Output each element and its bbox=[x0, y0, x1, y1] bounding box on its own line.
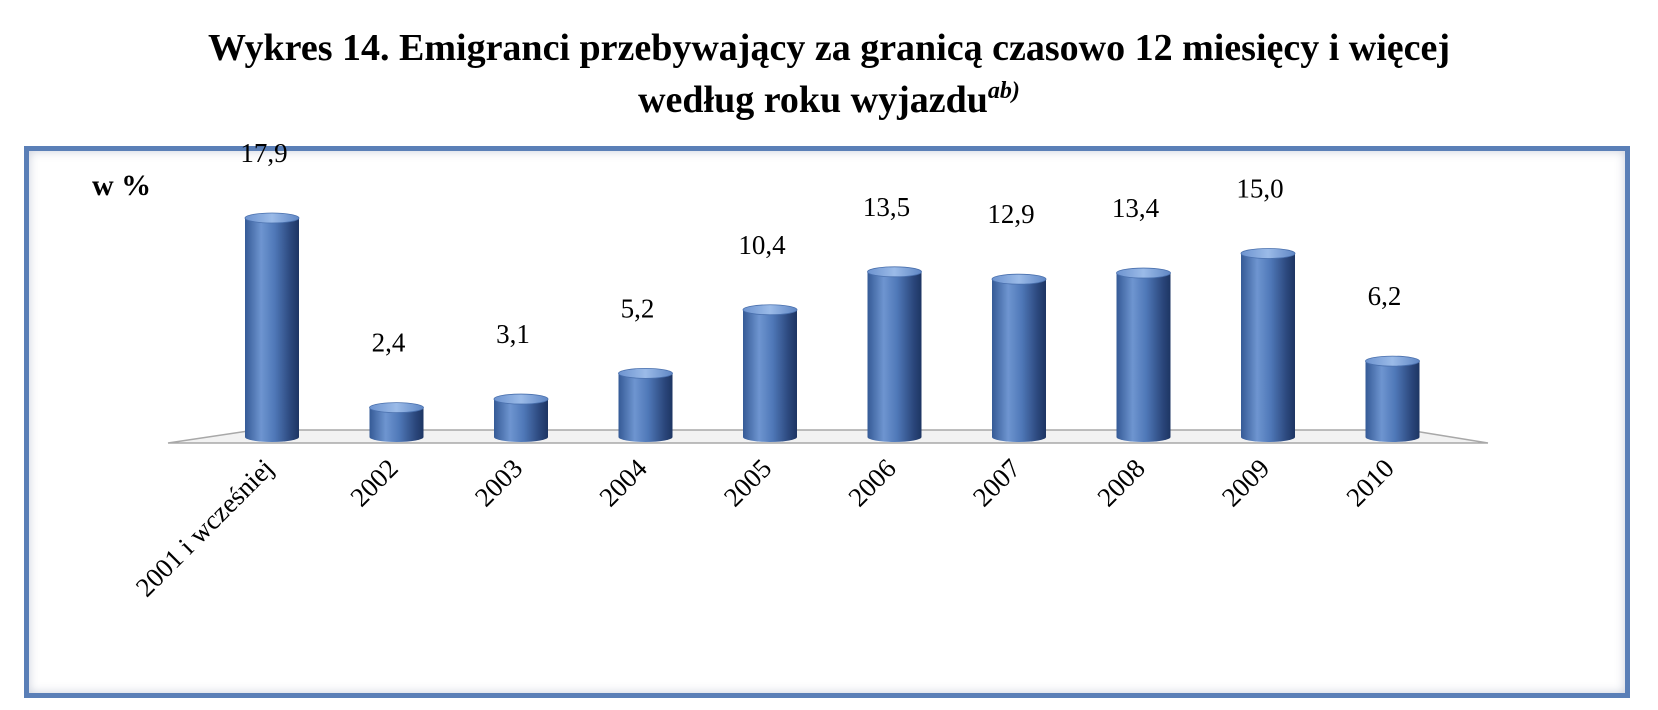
bar-2003 bbox=[493, 393, 549, 442]
bar-2006 bbox=[867, 266, 922, 442]
value-label: 12,9 bbox=[987, 199, 1034, 229]
bar-body bbox=[494, 399, 548, 442]
bar-cap bbox=[369, 402, 424, 414]
bar-body bbox=[743, 309, 797, 442]
bar-cap bbox=[867, 266, 922, 278]
bar-2005 bbox=[742, 304, 798, 442]
x-tick-label: 2003 bbox=[469, 453, 528, 512]
footnote-mark: ab) bbox=[987, 78, 1020, 104]
value-label: 3,1 bbox=[496, 319, 530, 349]
bar-body bbox=[245, 218, 299, 442]
value-label: 15,0 bbox=[1236, 173, 1283, 203]
bar-body bbox=[1365, 361, 1420, 442]
x-tick-label: 2009 bbox=[1216, 453, 1275, 512]
x-tick-label: 2005 bbox=[718, 453, 777, 512]
bar-cap bbox=[244, 212, 300, 224]
x-tick-label: 2010 bbox=[1340, 453, 1399, 512]
bar-cap bbox=[1116, 267, 1171, 279]
bar-2009 bbox=[1240, 248, 1296, 442]
bar-cap bbox=[1365, 355, 1420, 367]
value-label: 6,2 bbox=[1368, 281, 1402, 311]
bar-body bbox=[1116, 273, 1171, 442]
bar-cap bbox=[991, 273, 1047, 285]
bar-cap bbox=[1240, 248, 1296, 259]
x-tick-label: 2006 bbox=[842, 453, 901, 512]
x-tick-label: 2008 bbox=[1091, 453, 1150, 512]
bar-body bbox=[618, 373, 673, 442]
bar-body bbox=[369, 407, 424, 442]
value-label: 10,4 bbox=[738, 230, 786, 260]
chart-title-line-1: Wykres 14. Emigranci przebywający za gra… bbox=[207, 27, 1451, 69]
bars bbox=[244, 212, 1420, 442]
bar-2008 bbox=[1116, 267, 1171, 442]
value-label: 13,4 bbox=[1112, 193, 1160, 223]
bar-body bbox=[867, 271, 922, 442]
x-tick-label: 2002 bbox=[344, 453, 403, 512]
x-tick-label: 2007 bbox=[967, 453, 1026, 512]
chart-title-line-2-text: według roku wyjazdu bbox=[638, 79, 988, 121]
bar-cap bbox=[493, 393, 549, 405]
bar-2004 bbox=[618, 367, 673, 442]
y-axis-unit-label: w % bbox=[92, 169, 151, 202]
value-label: 17,9 bbox=[240, 138, 287, 168]
x-tick-label: 2001 i wcześniej bbox=[130, 453, 280, 603]
value-label: 13,5 bbox=[863, 192, 910, 222]
value-label: 5,2 bbox=[621, 293, 655, 323]
bar-body bbox=[1241, 253, 1295, 442]
chart-title-line-2: według roku wyjazduab) bbox=[0, 74, 1658, 126]
value-labels: 17,9 2,4 3,1 5,2 10,4 13,5 12,9 13,4 15,0 6,2 bbox=[240, 138, 1401, 358]
bar-2010 bbox=[1365, 355, 1420, 442]
bar-cap bbox=[742, 304, 798, 316]
bar-2002 bbox=[369, 402, 424, 442]
chart-title: Wykres 14. Emigranci przebywający za gra… bbox=[0, 22, 1658, 126]
bar-body bbox=[992, 279, 1046, 442]
bar-cap bbox=[618, 367, 673, 379]
x-tick-label: 2004 bbox=[593, 453, 653, 513]
bar-2001 i wcześniej bbox=[244, 212, 300, 442]
value-label: 2,4 bbox=[372, 328, 406, 358]
x-axis-labels: 2001 i wcześniej 2002 2003 2004 2005 2006 2007… bbox=[130, 453, 1400, 603]
bar-2007 bbox=[991, 273, 1047, 442]
